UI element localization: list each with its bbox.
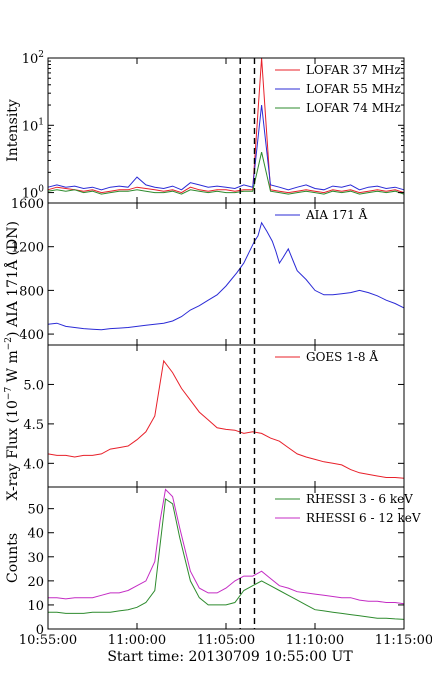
goes-ylabel: X-ray Flux (10−7 W m−2) xyxy=(4,331,21,500)
rhessi-ytick-label: 30 xyxy=(27,551,44,566)
goes-ytick-label: 4.5 xyxy=(23,418,44,433)
goes-series-1-line xyxy=(47,359,405,479)
lofar-series-2-line xyxy=(47,104,405,191)
rhessi-legend-label: RHESSI 6 - 12 keV xyxy=(306,511,421,525)
goes-legend-label: GOES 1-8 Å xyxy=(306,349,378,364)
aia-ytick-label: 400 xyxy=(19,328,44,343)
rhessi-ytick-label: 0 xyxy=(36,623,44,638)
time-axis: 10:55:00 11:00:00 11:05:00 11:10:00 11:15:00 xyxy=(19,58,432,648)
rhessi-ytick-label: 20 xyxy=(27,575,44,590)
x-tick-label: 11:05:00 xyxy=(197,633,255,648)
x-tick-label: 11:15:00 xyxy=(375,633,432,648)
lofar-ylabel: Intensity xyxy=(5,99,21,162)
lofar-legend-label: LOFAR 37 MHz xyxy=(306,63,401,77)
lofar-frame xyxy=(47,57,405,204)
lofar-legend: LOFAR 37 MHz LOFAR 55 MHz LOFAR 74 MHz xyxy=(275,63,401,115)
lofar-legend-label: LOFAR 74 MHz xyxy=(306,101,401,115)
lofar-ytick-label: 101 xyxy=(22,117,44,134)
aia-ylabel: AIA 171Å (DN) xyxy=(3,221,21,328)
aia-ytick-label: 1600 xyxy=(11,197,44,212)
x-tick-label: 11:10:00 xyxy=(286,633,344,648)
aia-legend-label: AIA 171 Å xyxy=(305,207,368,222)
rhessi-series-1-line xyxy=(48,498,405,620)
aia-ytick-label: 1200 xyxy=(11,241,44,256)
goes-frame xyxy=(47,344,405,488)
rhessi-frame xyxy=(47,486,405,630)
goes-legend: GOES 1-8 Å xyxy=(275,349,378,364)
aia-series-1-line xyxy=(47,221,405,331)
goes-ytick-label: 5.0 xyxy=(23,378,44,393)
panel-aia: 400 800 1200 1600 AIA 171Å (DN) AIA 171 Å xyxy=(3,197,405,346)
event-marker-lines xyxy=(239,58,256,629)
rhessi-ytick-label: 50 xyxy=(27,503,44,518)
panel-goes: 4.0 4.5 5.0X-ray Flux (10−7 W m−2) GOES 1-8… xyxy=(4,331,405,501)
rhessi-series-2-line xyxy=(48,488,405,605)
rhessi-legend-label: RHESSI 3 - 6 keV xyxy=(306,492,413,506)
panel-lofar: 100 101 102 Intensity LOFAR 37 MHz LOFAR 55 M… xyxy=(5,50,405,204)
aia-ytick-label: 800 xyxy=(19,284,44,299)
goes-ytick-label: 4.0 xyxy=(23,457,44,472)
rhessi-ytick-label: 10 xyxy=(27,599,44,614)
lofar-series-3-line xyxy=(47,151,405,195)
rhessi-ylabel: Counts xyxy=(5,533,21,583)
lofar-ytick-label: 102 xyxy=(22,50,44,67)
aia-legend: AIA 171 Å xyxy=(275,207,368,222)
aia-frame xyxy=(47,202,405,346)
lofar-series-1-line xyxy=(47,57,405,194)
x-tick-label: 10:55:00 xyxy=(19,633,77,648)
x-axis-label: Start time: 20130709 10:55:00 UT xyxy=(107,649,353,665)
lofar-legend-label: LOFAR 55 MHz xyxy=(306,82,401,96)
rhessi-legend: RHESSI 3 - 6 keV RHESSI 6 - 12 keV xyxy=(275,492,421,525)
x-tick-label: 11:00:00 xyxy=(108,633,166,648)
rhessi-ytick-label: 40 xyxy=(27,527,44,542)
lofar-ytick-label: 100 xyxy=(22,185,45,202)
